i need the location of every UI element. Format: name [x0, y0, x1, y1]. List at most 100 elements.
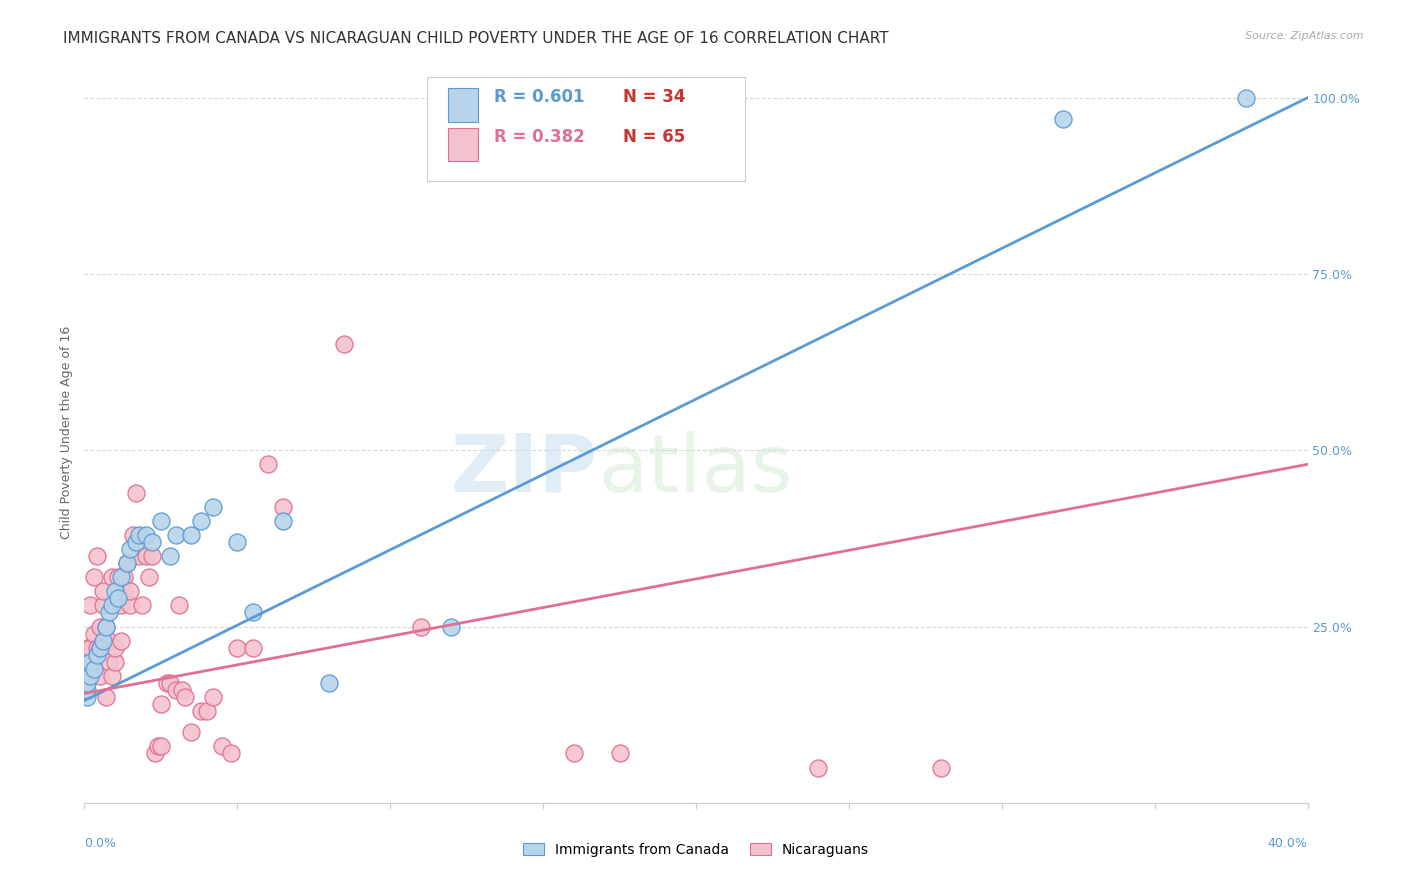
Text: 0.0%: 0.0% [84, 838, 117, 850]
Point [112, 570, 135, 584]
Point [201, 500, 224, 514]
Point [97, 606, 120, 620]
Point [195, 704, 218, 718]
Point [149, 697, 172, 711]
Point [333, 337, 356, 351]
Point [271, 514, 294, 528]
Point [76, 676, 98, 690]
Point [110, 570, 132, 584]
Point [79, 599, 101, 613]
Point [125, 485, 148, 500]
Point [122, 528, 145, 542]
Point [104, 655, 127, 669]
Point [76, 669, 98, 683]
FancyBboxPatch shape [447, 128, 478, 161]
Point [86, 640, 108, 655]
Point [94, 619, 117, 633]
Point [76, 640, 98, 655]
Point [110, 599, 132, 613]
Point [201, 690, 224, 704]
Point [79, 662, 101, 676]
Text: R = 0.601: R = 0.601 [494, 87, 585, 105]
Point [91, 584, 114, 599]
Point [76, 655, 98, 669]
Point [86, 549, 108, 563]
Point [440, 619, 463, 633]
Point [159, 676, 181, 690]
Point [128, 549, 150, 563]
Point [83, 655, 105, 669]
Point [101, 599, 124, 613]
Point [135, 528, 157, 542]
Point [104, 584, 127, 599]
FancyBboxPatch shape [427, 78, 745, 181]
Point [226, 640, 249, 655]
Text: R = 0.382: R = 0.382 [494, 128, 585, 145]
Text: N = 34: N = 34 [623, 87, 685, 105]
Point [83, 662, 105, 676]
Point [146, 739, 169, 754]
Text: atlas: atlas [598, 431, 793, 508]
Point [149, 739, 172, 754]
Point [141, 535, 163, 549]
Point [929, 760, 952, 774]
Point [101, 570, 124, 584]
Point [94, 619, 117, 633]
Point [125, 535, 148, 549]
Text: 40.0%: 40.0% [1268, 838, 1308, 850]
Point [149, 514, 172, 528]
Point [104, 640, 127, 655]
Point [318, 676, 340, 690]
Point [83, 626, 105, 640]
Point [143, 747, 166, 761]
Point [141, 549, 163, 563]
Point [79, 655, 101, 669]
Point [76, 683, 98, 698]
Point [107, 570, 129, 584]
Text: Source: ZipAtlas.com: Source: ZipAtlas.com [1246, 31, 1364, 41]
Point [165, 683, 187, 698]
Text: ZIP: ZIP [451, 431, 598, 508]
Point [83, 570, 105, 584]
Point [120, 599, 142, 613]
Point [86, 648, 108, 662]
Point [167, 599, 190, 613]
Point [409, 619, 432, 633]
Point [609, 747, 631, 761]
Point [112, 584, 135, 599]
Point [180, 528, 202, 542]
Y-axis label: Child Poverty Under the Age of 16: Child Poverty Under the Age of 16 [60, 326, 73, 540]
Point [89, 669, 111, 683]
Point [128, 528, 150, 542]
Point [211, 739, 233, 754]
Point [174, 690, 197, 704]
Point [271, 500, 294, 514]
Point [1236, 91, 1258, 105]
Point [101, 669, 124, 683]
Point [94, 690, 117, 704]
Point [79, 669, 101, 683]
Point [1052, 112, 1074, 126]
Point [120, 584, 142, 599]
Point [76, 690, 98, 704]
Point [107, 591, 129, 606]
Point [79, 640, 101, 655]
Point [562, 747, 585, 761]
Point [131, 599, 153, 613]
Text: N = 65: N = 65 [623, 128, 685, 145]
Legend: Immigrants from Canada, Nicaraguans: Immigrants from Canada, Nicaraguans [517, 838, 875, 863]
FancyBboxPatch shape [447, 88, 478, 121]
Point [97, 633, 120, 648]
Point [159, 549, 181, 563]
Point [115, 556, 138, 570]
Point [165, 528, 187, 542]
Point [110, 633, 132, 648]
Point [172, 683, 194, 698]
Point [242, 606, 264, 620]
Point [91, 599, 114, 613]
Point [180, 725, 202, 739]
Point [138, 570, 160, 584]
Point [242, 640, 264, 655]
Point [135, 549, 157, 563]
Text: IMMIGRANTS FROM CANADA VS NICARAGUAN CHILD POVERTY UNDER THE AGE OF 16 CORRELATI: IMMIGRANTS FROM CANADA VS NICARAGUAN CHI… [63, 31, 889, 46]
